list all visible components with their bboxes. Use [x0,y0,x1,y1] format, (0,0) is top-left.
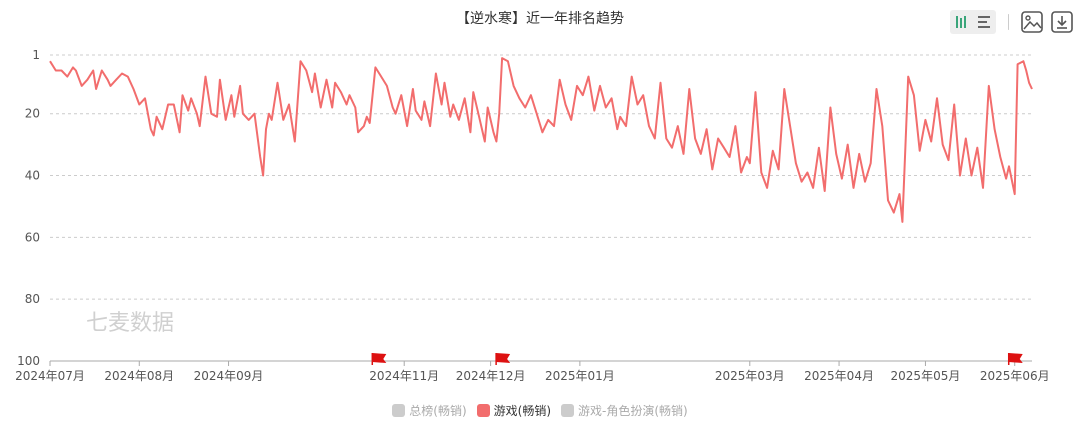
x-tick-label: 2025年04月 [804,369,874,383]
x-tick-label: 2024年11月 [369,369,439,383]
bar-chart-toggle-icon[interactable] [956,16,966,28]
event-flag-marker [495,353,511,365]
chart-title: 【逆水寒】近一年排名趋势 [456,11,624,27]
flag-shape [372,353,387,363]
event-flag-marker [371,353,387,365]
list-toggle-icon[interactable] [978,16,990,28]
toolbar-divider [1008,14,1009,30]
x-tick-label: 2024年09月 [194,369,264,383]
series-line [49,57,1033,223]
x-tick-label: 2025年03月 [715,369,785,383]
flag-shape [1008,353,1023,363]
y-tick-label: 60 [25,230,40,244]
chart-toolbar [950,10,1073,36]
legend-item[interactable]: 游戏(畅销) [476,402,552,419]
y-tick-label: 80 [25,292,40,306]
event-flag-marker [1007,353,1023,365]
legend-item[interactable]: 游戏-角色扮演(畅销) [561,402,688,419]
y-tick-label: 1 [32,48,40,62]
x-tick-label: 2024年07月 [15,369,85,383]
y-tick-label: 100 [17,354,40,368]
download-icon[interactable] [1050,10,1074,34]
legend-swatch [476,404,490,417]
x-tick-label: 2024年12月 [456,369,526,383]
legend-swatch [392,404,406,417]
x-tick-label: 2025年06月 [980,369,1050,383]
y-tick-label: 40 [25,169,40,183]
legend-swatch [561,404,575,417]
legend-label: 游戏-角色扮演(畅销) [578,404,688,418]
y-tick-label: 20 [25,107,40,121]
legend: 总榜(畅销) 游戏(畅销) 游戏-角色扮演(畅销) [0,402,1080,420]
legend-item[interactable]: 总榜(畅销) [392,402,467,419]
x-tick-label: 2025年05月 [891,369,961,383]
flag-shape [496,353,511,363]
save-image-icon[interactable] [1020,10,1044,34]
watermark: 七麦数据 [86,311,174,336]
legend-label: 总榜(畅销) [409,404,467,418]
x-tick-label: 2024年08月 [104,369,174,383]
chart-view-toggle[interactable] [950,10,996,34]
x-tick-label: 2025年01月 [545,369,615,383]
legend-label: 游戏(畅销) [493,404,552,418]
